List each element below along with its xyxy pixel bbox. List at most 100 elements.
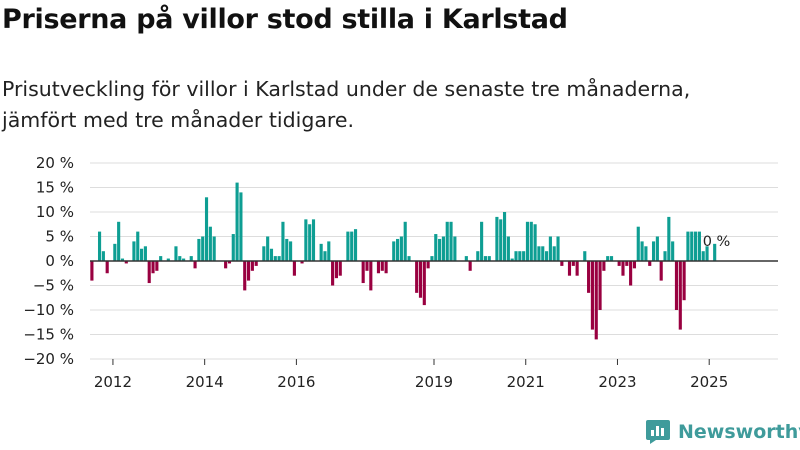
bar bbox=[629, 261, 633, 286]
bar bbox=[694, 231, 698, 261]
bar bbox=[300, 261, 304, 264]
bar bbox=[522, 251, 526, 261]
bar bbox=[480, 221, 484, 261]
bar bbox=[266, 236, 270, 261]
bar bbox=[396, 238, 400, 261]
x-tick-label: 2025 bbox=[690, 373, 728, 391]
bar bbox=[441, 236, 445, 261]
bar bbox=[495, 216, 499, 261]
bar bbox=[350, 231, 354, 261]
bar bbox=[159, 256, 163, 261]
bar bbox=[120, 258, 125, 261]
bar bbox=[468, 261, 472, 271]
bar bbox=[182, 258, 186, 261]
bar bbox=[651, 241, 656, 261]
bar bbox=[204, 197, 209, 261]
bar bbox=[587, 261, 591, 293]
bar bbox=[101, 251, 105, 261]
y-tick-label: 0 % bbox=[45, 252, 74, 270]
last-value-label: 0 % bbox=[703, 234, 731, 250]
y-tick-label: −5 % bbox=[33, 277, 74, 295]
bar bbox=[518, 251, 522, 261]
bar bbox=[674, 261, 679, 310]
bar bbox=[667, 216, 671, 261]
y-tick-label: −15 % bbox=[23, 326, 74, 344]
brand-name: Newsworthy bbox=[678, 421, 800, 443]
bar bbox=[311, 219, 316, 261]
bar bbox=[143, 246, 147, 261]
bar bbox=[583, 251, 587, 261]
bar bbox=[151, 261, 155, 274]
bar bbox=[292, 261, 296, 276]
bar bbox=[132, 241, 136, 261]
bar bbox=[632, 261, 637, 269]
bar bbox=[227, 261, 232, 264]
x-tick-label: 2014 bbox=[186, 373, 224, 391]
bar bbox=[178, 256, 182, 261]
y-gridlines bbox=[90, 162, 778, 360]
bar bbox=[671, 241, 675, 261]
bar bbox=[609, 256, 614, 261]
bar bbox=[434, 234, 438, 261]
bar bbox=[239, 192, 243, 261]
bar bbox=[90, 261, 94, 281]
x-tick-label: 2019 bbox=[415, 373, 453, 391]
bar bbox=[334, 261, 338, 279]
chart-subtitle: Prisutveckling för villor i Karlstad und… bbox=[2, 77, 691, 132]
bar bbox=[449, 221, 453, 261]
bar bbox=[376, 261, 381, 274]
bar bbox=[323, 251, 327, 261]
y-tick-label: 5 % bbox=[45, 228, 74, 246]
bar bbox=[453, 236, 457, 261]
bar bbox=[430, 256, 434, 261]
bar bbox=[537, 246, 541, 261]
chart-title: Priserna på villor stod stilla i Karlsta… bbox=[2, 4, 568, 35]
bar bbox=[625, 261, 629, 266]
newsworthy-logo[interactable]: Newsworthy bbox=[645, 419, 800, 445]
bar bbox=[231, 234, 235, 261]
bar bbox=[552, 246, 556, 261]
y-tick-label: −10 % bbox=[23, 301, 74, 319]
bar bbox=[384, 261, 388, 274]
bar bbox=[567, 261, 572, 276]
y-tick-label: 20 % bbox=[36, 154, 74, 172]
bar bbox=[682, 261, 686, 301]
bar bbox=[506, 236, 510, 261]
bar bbox=[545, 251, 549, 261]
bar bbox=[426, 261, 430, 269]
bar bbox=[269, 248, 274, 261]
bar bbox=[380, 261, 384, 271]
bar bbox=[407, 256, 411, 261]
bar bbox=[250, 261, 254, 271]
bar bbox=[701, 251, 705, 261]
bar bbox=[514, 251, 518, 261]
bar bbox=[560, 261, 564, 266]
bar bbox=[277, 256, 281, 261]
bar bbox=[575, 261, 579, 276]
bar bbox=[273, 256, 277, 261]
x-tick-label: 2023 bbox=[598, 373, 636, 391]
bar bbox=[636, 226, 640, 261]
x-tick-label: 2016 bbox=[277, 373, 315, 391]
newsworthy-icon bbox=[646, 420, 670, 444]
bar bbox=[155, 261, 159, 271]
bar bbox=[648, 261, 652, 266]
bar bbox=[319, 243, 323, 261]
bar bbox=[353, 229, 358, 261]
bar bbox=[193, 261, 197, 269]
bar bbox=[166, 258, 170, 261]
bar bbox=[713, 243, 717, 261]
bar bbox=[197, 238, 201, 261]
bar bbox=[502, 212, 507, 261]
bar bbox=[124, 261, 128, 264]
x-tick-label: 2021 bbox=[507, 373, 545, 391]
x-axis: 2012 2014 2016 2019 2021 2023 2025 bbox=[94, 359, 728, 391]
bar bbox=[97, 231, 102, 261]
bar bbox=[189, 256, 193, 261]
bar bbox=[136, 231, 140, 261]
bar bbox=[483, 256, 488, 261]
bar bbox=[644, 246, 648, 261]
bar bbox=[640, 241, 644, 261]
bar bbox=[525, 221, 530, 261]
bar bbox=[487, 256, 491, 261]
